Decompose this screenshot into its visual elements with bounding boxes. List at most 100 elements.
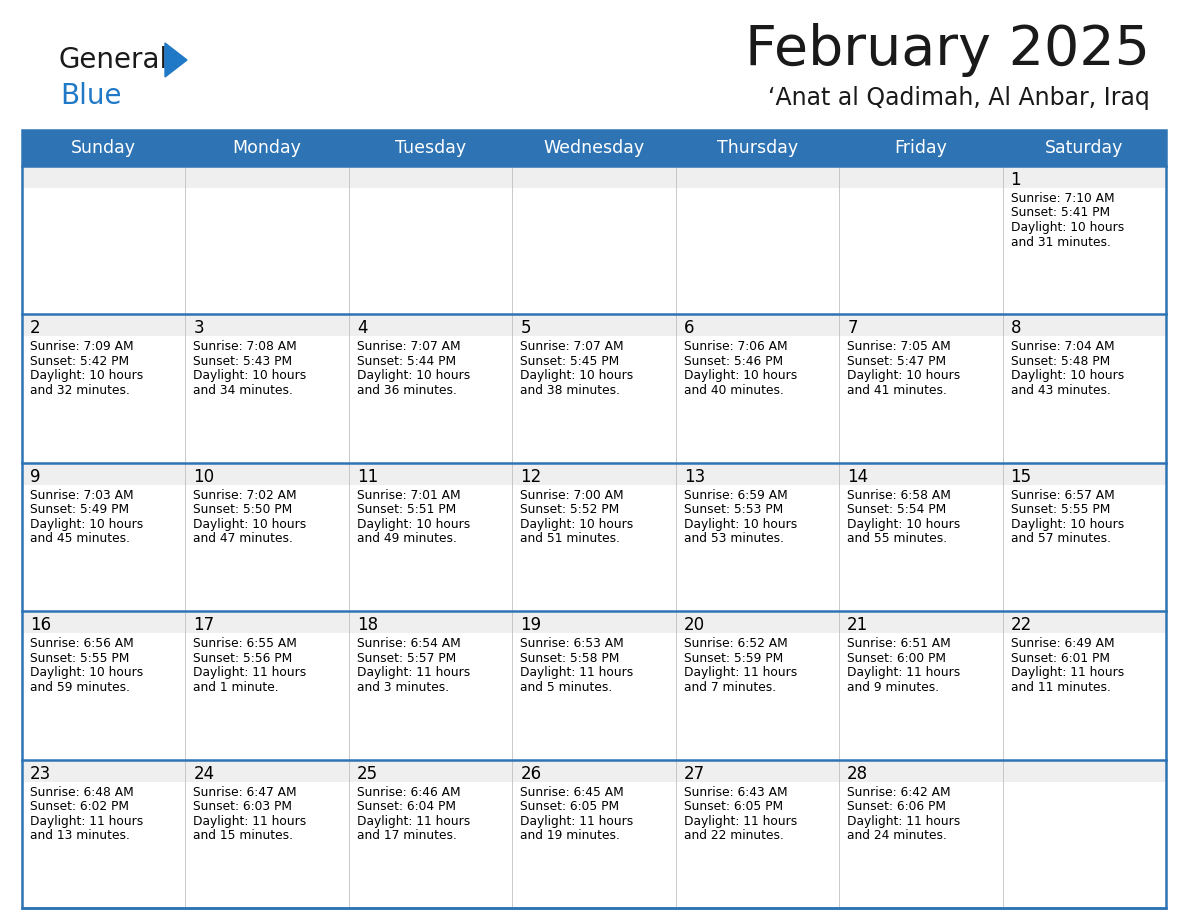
Text: Sunrise: 7:09 AM: Sunrise: 7:09 AM xyxy=(30,341,133,353)
Bar xyxy=(676,188,839,314)
Text: Sunset: 6:04 PM: Sunset: 6:04 PM xyxy=(356,800,456,813)
Text: Sunrise: 6:54 AM: Sunrise: 6:54 AM xyxy=(356,637,461,650)
Text: 1: 1 xyxy=(1011,171,1022,189)
Text: Sunday: Sunday xyxy=(71,139,137,157)
Text: Sunrise: 7:05 AM: Sunrise: 7:05 AM xyxy=(847,341,950,353)
Text: Wednesday: Wednesday xyxy=(543,139,645,157)
Bar xyxy=(349,611,512,759)
Bar xyxy=(23,336,185,463)
Text: and 32 minutes.: and 32 minutes. xyxy=(30,384,129,397)
Text: Daylight: 10 hours: Daylight: 10 hours xyxy=(30,518,144,531)
Text: Daylight: 11 hours: Daylight: 11 hours xyxy=(356,666,470,679)
Text: Daylight: 11 hours: Daylight: 11 hours xyxy=(684,666,797,679)
Text: 19: 19 xyxy=(520,616,542,634)
Text: 4: 4 xyxy=(356,319,367,338)
Bar xyxy=(185,611,349,759)
Text: and 47 minutes.: and 47 minutes. xyxy=(194,532,293,545)
Text: 22: 22 xyxy=(1011,616,1032,634)
Text: and 43 minutes.: and 43 minutes. xyxy=(1011,384,1111,397)
Text: Tuesday: Tuesday xyxy=(394,139,466,157)
Text: 12: 12 xyxy=(520,468,542,486)
Text: and 13 minutes.: and 13 minutes. xyxy=(30,829,129,842)
Bar xyxy=(676,781,839,908)
Bar xyxy=(1003,485,1165,611)
Bar xyxy=(676,611,839,759)
Text: Sunset: 5:59 PM: Sunset: 5:59 PM xyxy=(684,652,783,665)
Polygon shape xyxy=(165,43,187,77)
Bar xyxy=(349,188,512,314)
Text: Sunset: 5:49 PM: Sunset: 5:49 PM xyxy=(30,503,129,516)
Text: Daylight: 11 hours: Daylight: 11 hours xyxy=(356,814,470,828)
Text: 24: 24 xyxy=(194,765,215,783)
Bar xyxy=(512,485,676,611)
Text: and 57 minutes.: and 57 minutes. xyxy=(1011,532,1111,545)
Bar xyxy=(839,781,1003,908)
Text: and 36 minutes.: and 36 minutes. xyxy=(356,384,456,397)
Bar xyxy=(1003,314,1165,463)
Text: and 41 minutes.: and 41 minutes. xyxy=(847,384,947,397)
Bar xyxy=(349,336,512,463)
Text: Sunrise: 7:04 AM: Sunrise: 7:04 AM xyxy=(1011,341,1114,353)
Text: Daylight: 10 hours: Daylight: 10 hours xyxy=(847,369,960,383)
Bar xyxy=(839,611,1003,759)
Text: Sunset: 6:03 PM: Sunset: 6:03 PM xyxy=(194,800,292,813)
Text: 28: 28 xyxy=(847,765,868,783)
Text: Sunset: 6:02 PM: Sunset: 6:02 PM xyxy=(30,800,129,813)
Bar xyxy=(23,130,1165,908)
Text: Sunrise: 7:07 AM: Sunrise: 7:07 AM xyxy=(520,341,624,353)
Text: Sunrise: 6:43 AM: Sunrise: 6:43 AM xyxy=(684,786,788,799)
Text: Sunrise: 7:07 AM: Sunrise: 7:07 AM xyxy=(356,341,461,353)
Bar xyxy=(676,336,839,463)
Bar xyxy=(512,188,676,314)
Text: 26: 26 xyxy=(520,765,542,783)
Text: 2: 2 xyxy=(30,319,40,338)
Text: Daylight: 11 hours: Daylight: 11 hours xyxy=(520,814,633,828)
Bar xyxy=(185,485,349,611)
Text: Sunrise: 6:42 AM: Sunrise: 6:42 AM xyxy=(847,786,950,799)
Bar xyxy=(349,633,512,759)
Bar xyxy=(23,463,185,611)
Text: 23: 23 xyxy=(30,765,51,783)
Text: Daylight: 10 hours: Daylight: 10 hours xyxy=(356,518,470,531)
Text: General: General xyxy=(58,46,168,74)
Bar xyxy=(349,759,512,908)
Text: and 45 minutes.: and 45 minutes. xyxy=(30,532,129,545)
Bar xyxy=(23,485,185,611)
Text: and 24 minutes.: and 24 minutes. xyxy=(847,829,947,842)
Bar xyxy=(185,314,349,463)
Bar xyxy=(512,463,676,611)
Text: Sunrise: 6:48 AM: Sunrise: 6:48 AM xyxy=(30,786,134,799)
Text: Sunrise: 6:58 AM: Sunrise: 6:58 AM xyxy=(847,488,952,502)
Text: 18: 18 xyxy=(356,616,378,634)
Text: Sunset: 5:54 PM: Sunset: 5:54 PM xyxy=(847,503,947,516)
Bar xyxy=(839,336,1003,463)
Text: Sunset: 5:58 PM: Sunset: 5:58 PM xyxy=(520,652,620,665)
Bar xyxy=(1003,633,1165,759)
Text: 13: 13 xyxy=(684,468,704,486)
Text: and 51 minutes.: and 51 minutes. xyxy=(520,532,620,545)
Text: Daylight: 11 hours: Daylight: 11 hours xyxy=(847,814,960,828)
Bar xyxy=(839,188,1003,314)
Text: and 3 minutes.: and 3 minutes. xyxy=(356,681,449,694)
Bar xyxy=(23,759,185,908)
Text: February 2025: February 2025 xyxy=(745,23,1150,77)
Bar xyxy=(349,166,512,314)
Bar xyxy=(23,188,185,314)
Text: Sunset: 5:56 PM: Sunset: 5:56 PM xyxy=(194,652,292,665)
Text: 8: 8 xyxy=(1011,319,1020,338)
Text: and 55 minutes.: and 55 minutes. xyxy=(847,532,947,545)
Text: and 11 minutes.: and 11 minutes. xyxy=(1011,681,1111,694)
Text: 7: 7 xyxy=(847,319,858,338)
Bar xyxy=(839,485,1003,611)
Text: Sunrise: 6:52 AM: Sunrise: 6:52 AM xyxy=(684,637,788,650)
Text: Sunset: 5:55 PM: Sunset: 5:55 PM xyxy=(1011,503,1110,516)
Bar xyxy=(512,166,676,314)
Text: Daylight: 10 hours: Daylight: 10 hours xyxy=(520,518,633,531)
Text: 21: 21 xyxy=(847,616,868,634)
Text: Sunset: 5:53 PM: Sunset: 5:53 PM xyxy=(684,503,783,516)
Text: Daylight: 10 hours: Daylight: 10 hours xyxy=(30,369,144,383)
Text: 25: 25 xyxy=(356,765,378,783)
Text: Daylight: 10 hours: Daylight: 10 hours xyxy=(1011,221,1124,234)
Text: Sunrise: 6:53 AM: Sunrise: 6:53 AM xyxy=(520,637,624,650)
Bar xyxy=(512,314,676,463)
